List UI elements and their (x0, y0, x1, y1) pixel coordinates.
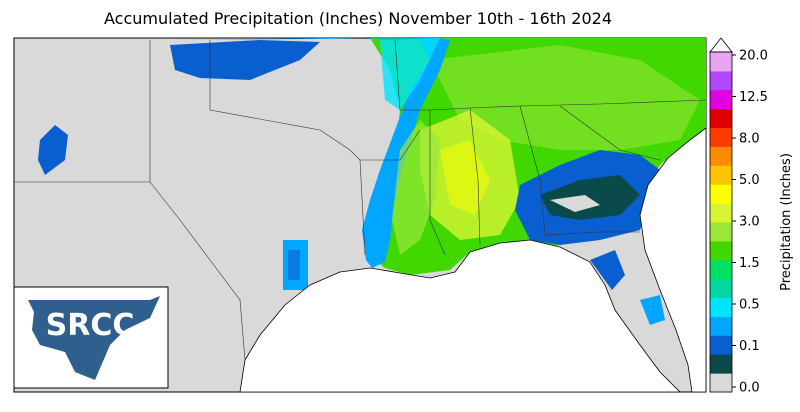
colorbar-tick-label: 8.0 (739, 132, 760, 147)
colorbar-bin (710, 222, 732, 242)
colorbar-bin (710, 354, 732, 374)
colorbar-tick-label: 3.0 (739, 215, 760, 230)
colorbar-bin (710, 146, 732, 166)
colorbar-extend (709, 37, 733, 53)
colorbar-tick-label: 1.5 (739, 256, 760, 271)
colorbar-tick-label: 0.0 (739, 381, 760, 396)
logo: SRCC (13, 286, 169, 389)
colorbar-bin (710, 297, 732, 317)
colorbar-tick-label: 12.5 (739, 90, 768, 105)
colorbar-tick-label: 20.0 (739, 49, 768, 64)
colorbar-bin (710, 240, 732, 261)
colorbar-bin (710, 70, 732, 91)
colorbar-bin (710, 278, 732, 299)
colorbar-bin (710, 89, 732, 110)
colorbar-bin (710, 165, 732, 185)
colorbar-tick-label: 5.0 (739, 173, 760, 188)
colorbar-bin (710, 108, 732, 129)
colorbar: 0.0 0.1 0.5 1.5 3.0 5.0 8.0 12.5 20.0 (709, 37, 768, 396)
colorbar-bin (710, 335, 732, 355)
colorbar-tick-label: 0.1 (739, 339, 760, 354)
colorbar-frame (709, 51, 733, 393)
colorbar-bin (710, 259, 732, 280)
logo-text: SRCC (46, 308, 135, 343)
map-title: Accumulated Precipitation (Inches) Novem… (104, 9, 612, 28)
colorbar-bin (710, 127, 732, 147)
colorbar-label: Precipitation (Inches) (779, 153, 794, 291)
colorbar-bin (710, 52, 732, 72)
colorbar-bin (710, 373, 732, 393)
colorbar-tick-label: 0.5 (739, 298, 760, 313)
map (13, 37, 707, 393)
colorbar-bin (710, 203, 732, 223)
colorbar-bin (710, 316, 732, 336)
colorbar-bin (710, 184, 732, 204)
